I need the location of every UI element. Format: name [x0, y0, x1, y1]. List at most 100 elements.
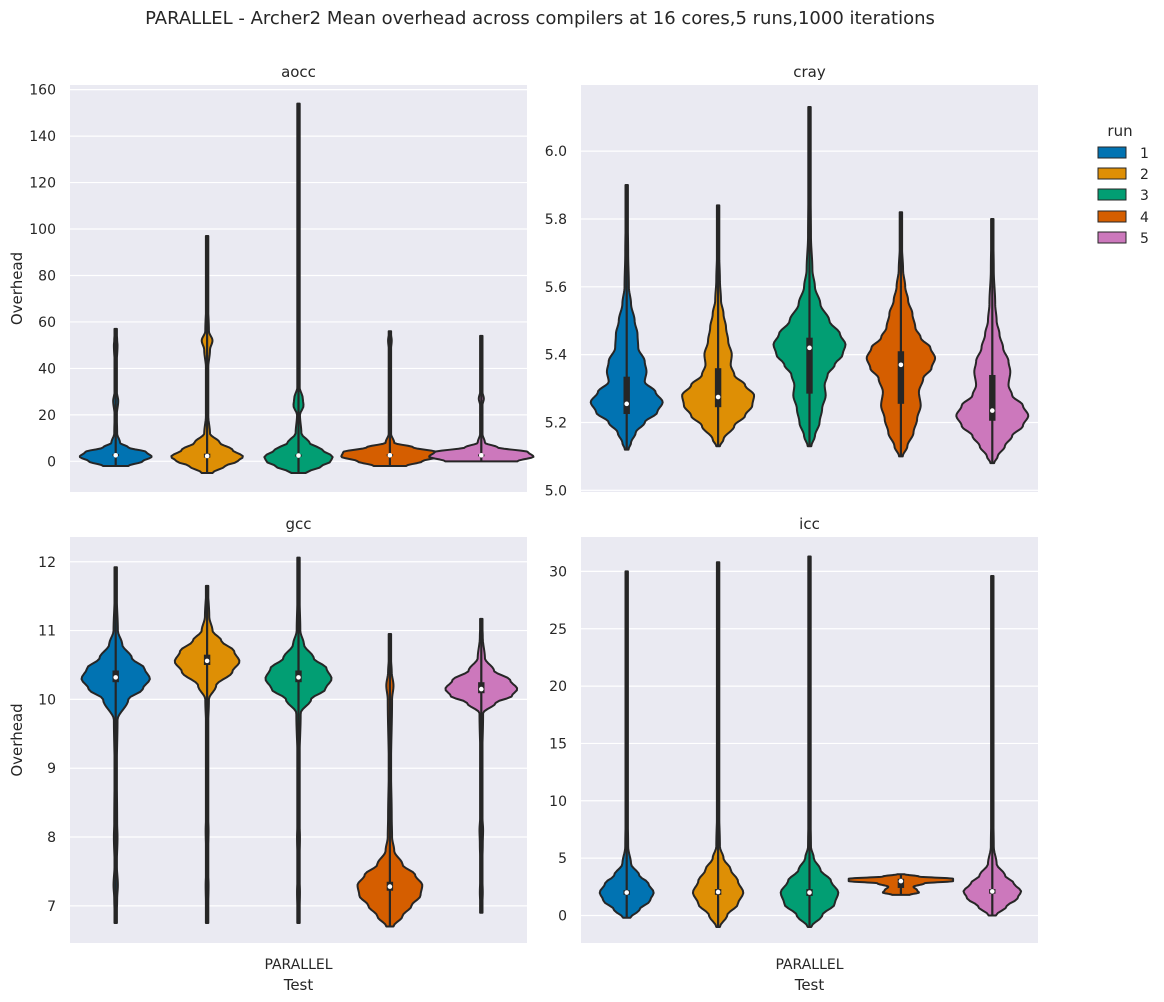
violin-run-4 — [847, 873, 955, 896]
x-tick-label: PARALLEL — [264, 957, 332, 973]
y-tick-label: 5.0 — [545, 483, 567, 499]
legend-item: 4 — [1097, 210, 1149, 226]
y-tick-label: 10 — [38, 692, 56, 708]
legend-item: 2 — [1097, 167, 1149, 183]
y-tick-label: 5.6 — [545, 280, 567, 296]
y-tick-label: 0 — [558, 908, 567, 924]
legend-item: 1 — [1097, 146, 1149, 162]
y-tick-label: 5.8 — [545, 212, 567, 228]
y-tick-label: 20 — [38, 408, 56, 424]
y-tick-label: 40 — [38, 361, 56, 377]
violin-run-2 — [170, 235, 244, 474]
y-tick-label: 140 — [29, 129, 56, 145]
panel-cray: 5.0 5.2 5.4 5.6 5.8 6.0 cray — [545, 63, 1038, 499]
violin-median — [624, 890, 629, 895]
y-tick-label: 10 — [549, 794, 567, 810]
legend-title: run — [1107, 122, 1132, 140]
violin-median — [898, 878, 904, 884]
violin-run-2 — [681, 204, 756, 448]
violin-iqr-box — [714, 368, 722, 408]
violin-median — [204, 658, 210, 664]
panel-aocc: 0 20 40 60 80 100 120 140 160 aocc Overhead — [8, 63, 535, 492]
legend-item: 5 — [1097, 231, 1149, 247]
legend-label: 2 — [1140, 167, 1149, 183]
legend-swatch — [1097, 146, 1127, 159]
violin-median — [387, 884, 393, 889]
violin-median — [204, 453, 210, 459]
violin-run-5 — [444, 617, 519, 914]
y-tick-label: 60 — [38, 315, 56, 331]
violin-iqr-box — [623, 376, 630, 414]
y-tick-label: 9 — [47, 761, 56, 777]
y-tick-label: 30 — [549, 564, 567, 580]
violin-run-5 — [428, 334, 535, 463]
y-tick-label: 120 — [29, 176, 56, 192]
legend-swatch — [1097, 231, 1127, 244]
x-tick-label: PARALLEL — [775, 957, 843, 973]
legend-label: 3 — [1140, 188, 1149, 204]
violin-median — [807, 345, 812, 351]
legend-label: 4 — [1140, 210, 1149, 226]
panel-gcc: 7 8 9 10 11 12 gcc Overhead PARALLEL Test — [8, 515, 527, 994]
violin-iqr-box — [989, 374, 996, 421]
y-tick-label: 100 — [29, 222, 56, 238]
violin-run-4 — [356, 633, 424, 928]
y-tick-label: 0 — [47, 454, 56, 470]
panel-icc: 0 5 10 15 20 25 30 icc PARALLEL Test — [549, 515, 1038, 994]
y-tick-label: 7 — [47, 899, 56, 915]
y-tick-label: 20 — [549, 679, 567, 695]
legend: run 1 2 3 4 5 — [1097, 122, 1149, 247]
violin-run-2 — [173, 584, 241, 925]
y-tick-label: 160 — [29, 83, 56, 99]
violin-run-5 — [955, 217, 1030, 465]
y-tick-label: 15 — [549, 736, 567, 752]
x-axis-label: Test — [283, 976, 314, 994]
violin-iqr-box — [897, 351, 905, 404]
legend-label: 5 — [1140, 231, 1149, 247]
panel-title: cray — [793, 63, 826, 81]
violin-median — [990, 889, 995, 894]
legend-item: 3 — [1097, 188, 1149, 204]
violin-median — [113, 675, 118, 680]
y-tick-label: 8 — [47, 830, 56, 846]
violin-run-4 — [865, 211, 937, 458]
panel-title: icc — [799, 515, 820, 533]
violin-median — [715, 889, 721, 895]
figure-title: PARALLEL - Archer2 Mean overhead across … — [145, 8, 935, 29]
y-tick-label: 11 — [38, 624, 56, 640]
y-axis-label: Overhead — [8, 252, 26, 325]
violin-run-5 — [962, 574, 1023, 917]
legend-label: 1 — [1140, 146, 1149, 162]
violin-median — [807, 890, 812, 895]
y-tick-label: 25 — [549, 622, 567, 638]
y-tick-label: 6.0 — [545, 144, 567, 160]
violin-run-3 — [779, 555, 840, 928]
violin-median — [990, 408, 995, 413]
y-tick-label: 80 — [38, 268, 56, 284]
legend-swatch — [1097, 210, 1127, 223]
y-tick-label: 5.4 — [545, 348, 567, 364]
violin-iqr-box — [806, 337, 813, 394]
legend-swatch — [1097, 167, 1127, 180]
violin-median — [113, 452, 118, 458]
violin-run-1 — [589, 184, 664, 451]
x-axis-label: Test — [794, 976, 825, 994]
violin-run-1 — [78, 327, 153, 467]
violin-run-3 — [772, 106, 847, 448]
legend-swatch — [1097, 188, 1127, 201]
violin-run-2 — [691, 561, 745, 928]
violin-median — [624, 401, 629, 407]
y-tick-label: 12 — [38, 555, 56, 571]
violin-median — [898, 362, 904, 368]
panel-title: aocc — [281, 63, 316, 81]
violin-median — [387, 452, 393, 458]
y-axis-label: Overhead — [8, 703, 26, 776]
violin-median — [296, 675, 301, 680]
violin-run-1 — [598, 570, 655, 919]
violin-run-3 — [263, 102, 334, 474]
y-tick-label: 5 — [558, 851, 567, 867]
violin-run-3 — [264, 556, 333, 925]
violin-median — [479, 452, 484, 458]
y-tick-label: 5.2 — [545, 415, 567, 431]
